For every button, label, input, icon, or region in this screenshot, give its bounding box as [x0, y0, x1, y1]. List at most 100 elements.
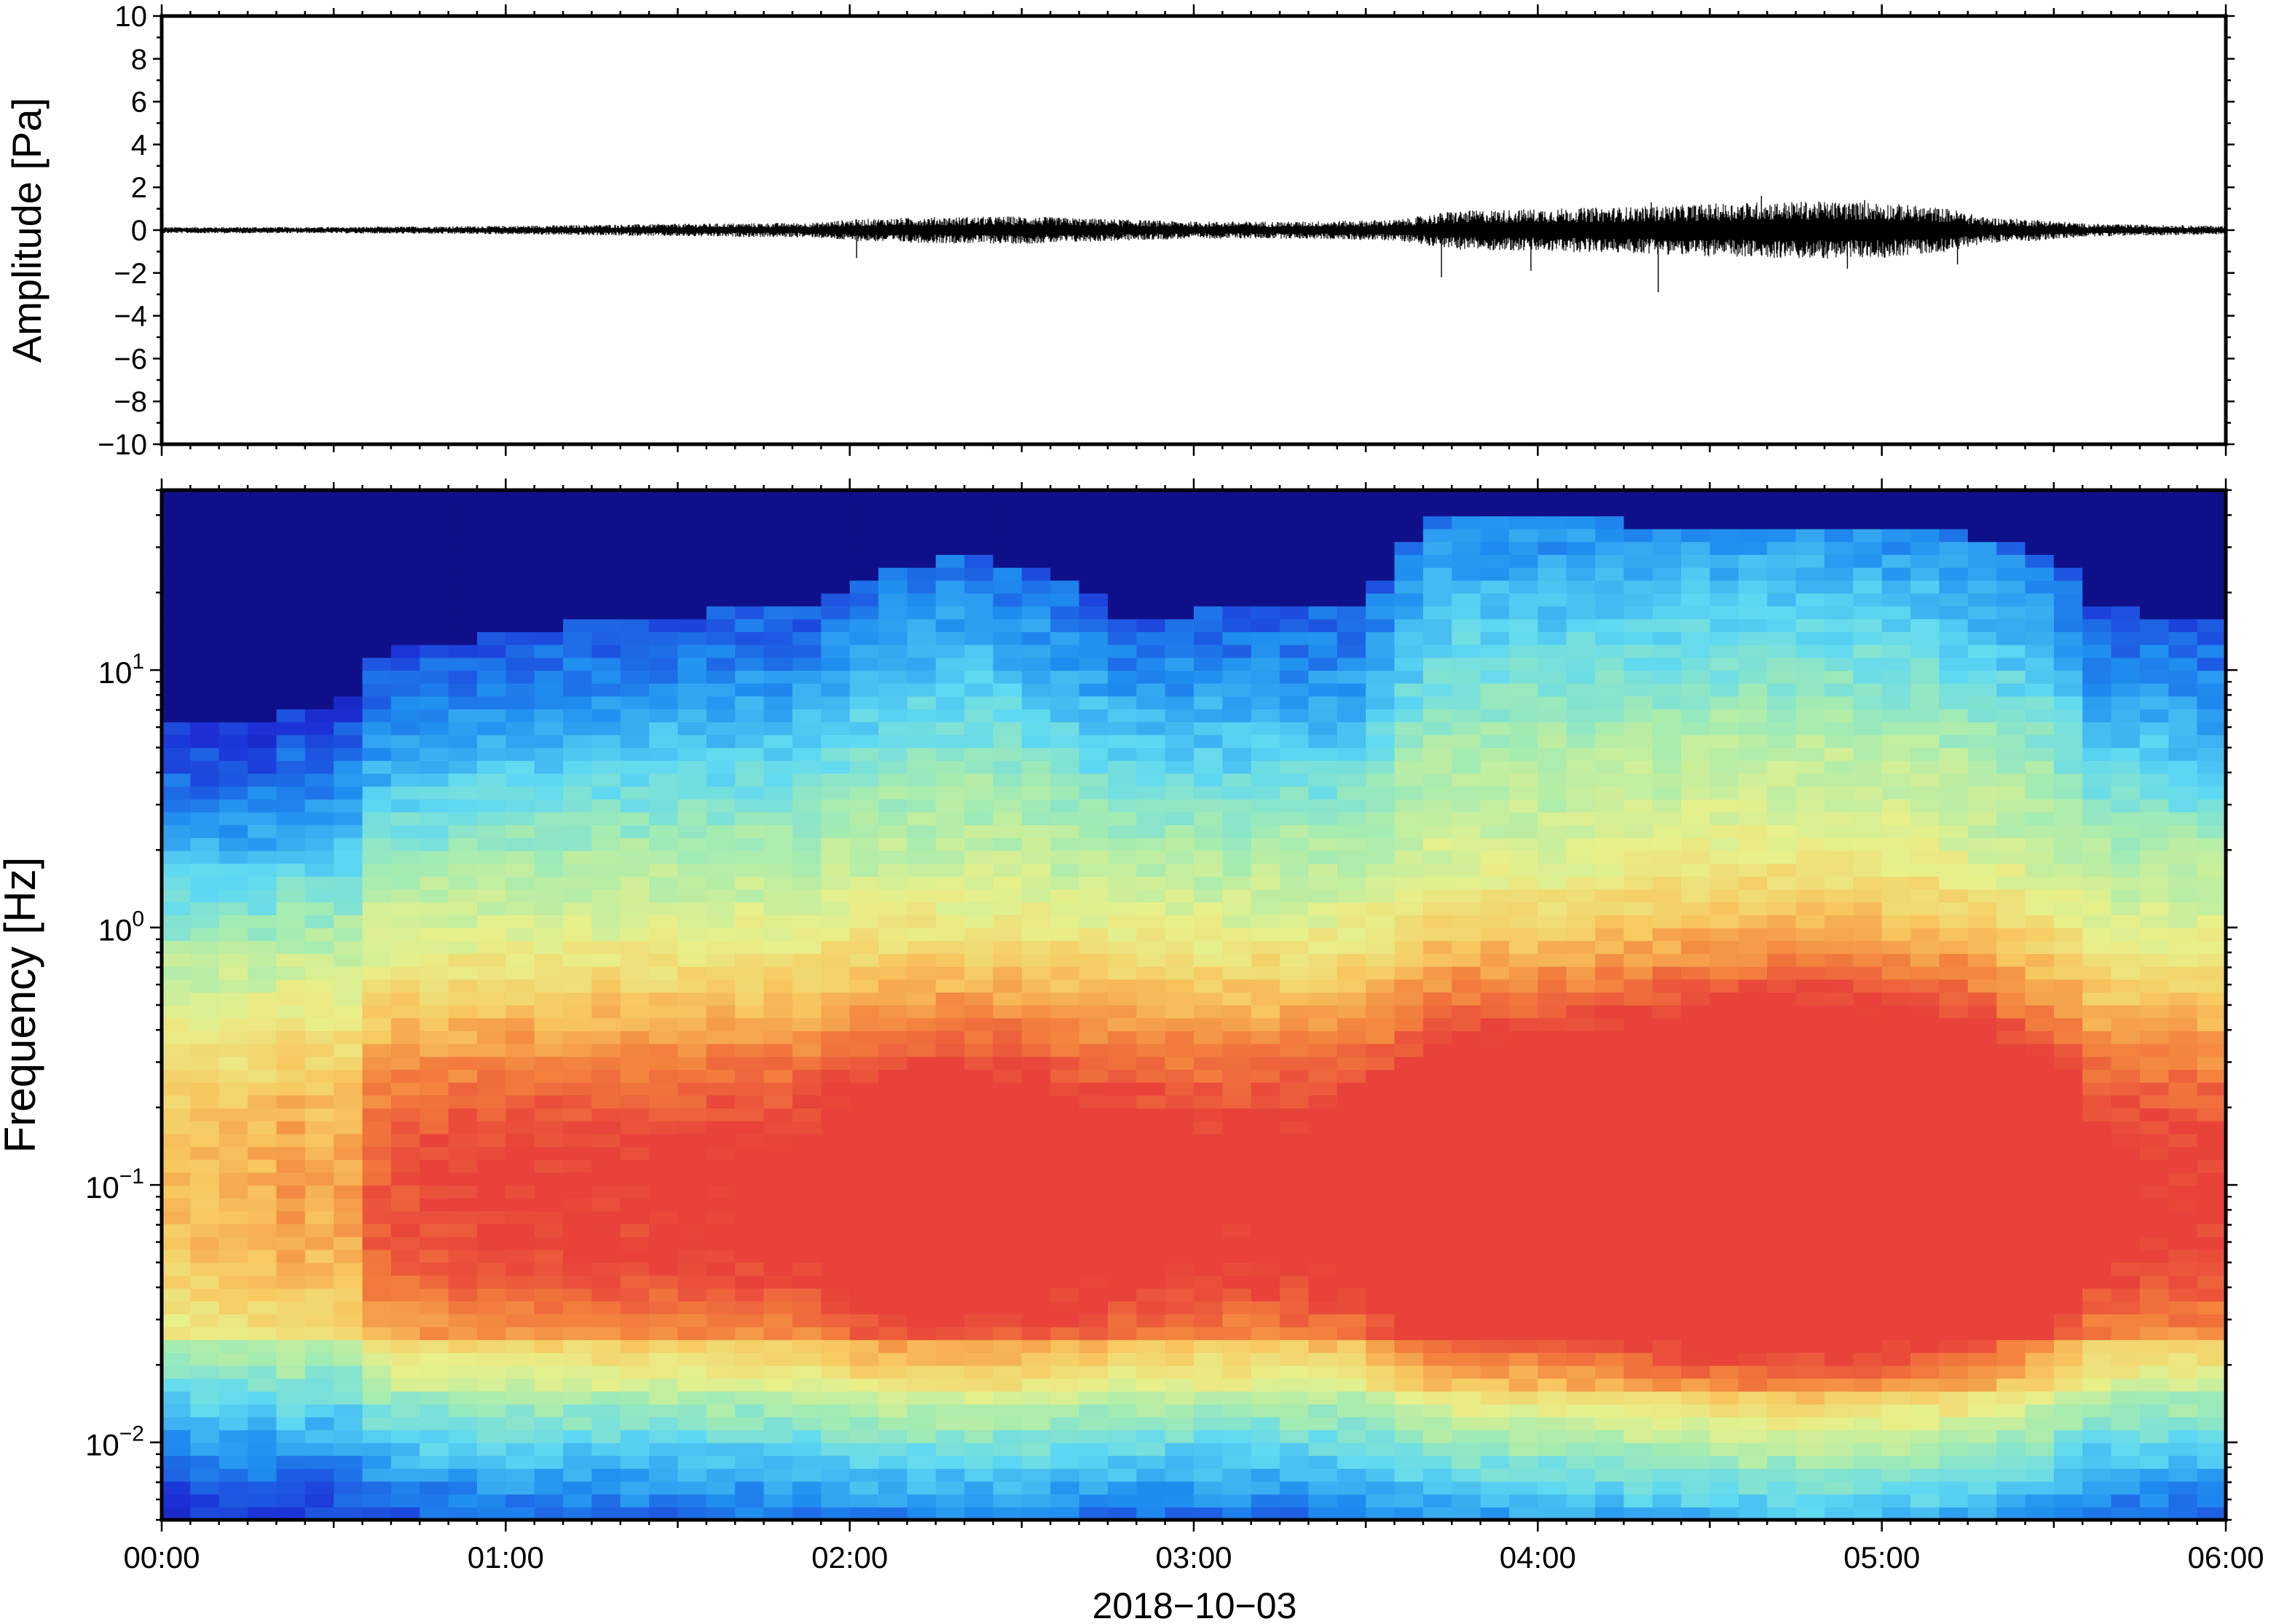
spectrogram-cell	[1079, 786, 1109, 800]
spectrogram-cell	[1079, 1430, 1109, 1443]
spectrogram-cell	[1795, 1288, 1825, 1302]
spectrogram-cell	[1337, 1494, 1366, 1507]
spectrogram-cell	[1079, 554, 1109, 568]
spectrogram-cell	[1308, 1069, 1338, 1083]
spectrogram-cell	[304, 683, 334, 697]
spectrogram-cell	[1308, 979, 1338, 993]
spectrogram-cell	[1480, 734, 1510, 749]
spectrogram-cell	[390, 683, 420, 697]
spectrogram-cell	[993, 554, 1023, 568]
spectrogram-cell	[706, 1403, 736, 1418]
spectrogram-cell	[591, 1017, 621, 1031]
spectrogram-cell	[677, 734, 707, 749]
spectrogram-cell	[878, 1172, 908, 1186]
spectrogram-cell	[1021, 1210, 1051, 1225]
spectrogram-cell	[162, 1005, 191, 1019]
spectrogram-cell	[448, 1056, 478, 1070]
spectrogram-cell	[248, 1133, 278, 1148]
spectrogram-cell	[1623, 1082, 1653, 1096]
spectrogram-cell	[1853, 1430, 1883, 1443]
spectrogram-cell	[1795, 966, 1825, 980]
spectrogram-cell	[591, 1494, 621, 1507]
spectrogram-cell	[1136, 657, 1166, 671]
spectrogram-cell	[1194, 1403, 1223, 1418]
spectrogram-cell	[1738, 1249, 1768, 1264]
spectrogram-cell	[476, 1275, 506, 1289]
spectrogram-cell	[935, 760, 965, 774]
spectrogram-cell	[1021, 1507, 1051, 1521]
spectrogram-cell	[1165, 529, 1194, 543]
spectrogram-cell	[878, 1185, 908, 1199]
spectrogram-cell	[276, 567, 306, 581]
spectrogram-cell	[420, 1507, 449, 1521]
spectrogram-cell	[1308, 1185, 1338, 1199]
spectrogram-cell	[1280, 1172, 1310, 1186]
spectrogram-cell	[1165, 824, 1194, 838]
spectrogram-cell	[334, 1056, 363, 1070]
spectrogram-cell	[1280, 1210, 1310, 1225]
spectrogram-cell	[1280, 734, 1310, 749]
spectrogram-cell	[677, 876, 707, 890]
spectrogram-cell	[304, 927, 334, 942]
spectrogram-cell	[1308, 1210, 1338, 1225]
spectrogram-cell	[878, 1121, 908, 1135]
spectrogram-cell	[1308, 1275, 1338, 1289]
spectrogram-cell	[1280, 645, 1310, 658]
spectrogram-cell	[706, 1494, 736, 1507]
spectrogram-cell	[1165, 1198, 1194, 1212]
spectrogram-cell	[219, 1146, 248, 1160]
spectrogram-cell	[1165, 966, 1194, 980]
spectrogram-cell	[1824, 1249, 1854, 1264]
spectrogram-cell	[534, 799, 564, 813]
spectrogram-cell	[1165, 1172, 1194, 1186]
spectrogram-cell	[476, 631, 506, 645]
spectrogram-cell	[1595, 1301, 1625, 1314]
spectrogram-cell	[1050, 516, 1080, 529]
spectrogram-cell	[1767, 618, 1797, 633]
spectrogram-cell	[763, 1172, 793, 1186]
spectrogram-cell	[563, 747, 593, 761]
spectrogram-cell	[1709, 1095, 1739, 1108]
spectrogram-cell	[1050, 876, 1080, 890]
spectrogram-cell	[1452, 1017, 1481, 1031]
spectrogram-cell	[1021, 1146, 1051, 1160]
spectrogram-cell	[1480, 657, 1510, 671]
spectrogram-cell	[1709, 1314, 1739, 1328]
spectrogram-cell	[1337, 1455, 1366, 1469]
spectrogram-cell	[1595, 567, 1625, 581]
spectrogram-cell	[1251, 1391, 1280, 1405]
spectrogram-cell	[219, 1044, 248, 1057]
spectrogram-cell	[1422, 541, 1452, 555]
spectrogram-cell	[1652, 927, 1682, 942]
spectrogram-cell	[563, 734, 593, 749]
spectrogram-cell	[821, 1056, 851, 1070]
spectrogram-cell	[677, 670, 707, 684]
spectrogram-cell	[1394, 657, 1424, 671]
spectrogram-cell	[534, 888, 564, 903]
spectrogram-cell	[1480, 799, 1510, 813]
spectrogram-cell	[1652, 709, 1682, 722]
spectrogram-cell	[1595, 1030, 1625, 1044]
spectrogram-cell	[1251, 1442, 1280, 1457]
spectrogram-cell	[1251, 502, 1280, 516]
spectrogram-cell	[1107, 1249, 1137, 1264]
spectrogram-cell	[219, 1223, 248, 1237]
spectrogram-cell	[1738, 1339, 1768, 1353]
spectrogram-cell	[362, 502, 392, 516]
spectrogram-cell	[420, 709, 449, 722]
spectrogram-cell	[1308, 811, 1338, 826]
spectrogram-cell	[1853, 863, 1883, 877]
spectrogram-cell	[390, 1159, 420, 1173]
spectrogram-cell	[304, 1249, 334, 1264]
spectrogram-cell	[1595, 1121, 1625, 1135]
spectrogram-cell	[334, 992, 363, 1006]
spectrogram-cell	[1165, 490, 1194, 504]
spectrogram-cell	[1308, 1146, 1338, 1160]
spectrogram-cell	[276, 1378, 306, 1392]
spectrogram-cell	[1222, 722, 1252, 736]
spectrogram-cell	[1021, 953, 1051, 967]
spectrogram-cell	[1795, 695, 1825, 710]
spectrogram-cell	[1222, 734, 1252, 749]
spectrogram-cell	[1366, 1314, 1396, 1328]
spectrogram-cell	[534, 773, 564, 787]
